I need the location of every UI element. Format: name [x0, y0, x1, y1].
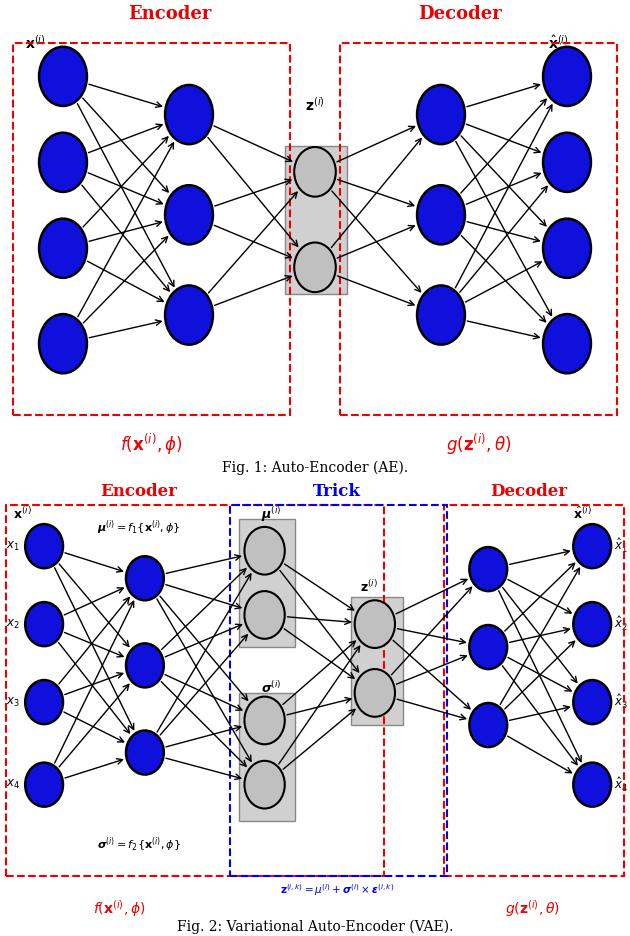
Text: $g(\mathbf{z}^{(i)},\theta)$: $g(\mathbf{z}^{(i)},\theta)$	[505, 898, 560, 919]
Text: $x_1$: $x_1$	[6, 540, 20, 552]
Ellipse shape	[573, 602, 611, 646]
Text: $\mathbf{z}^{(i)}$: $\mathbf{z}^{(i)}$	[305, 96, 325, 114]
Ellipse shape	[355, 669, 395, 717]
Text: Encoder: Encoder	[129, 6, 212, 23]
Bar	[285, 146, 346, 294]
Ellipse shape	[469, 625, 507, 669]
Text: Fig. 1: Auto-Encoder (AE).: Fig. 1: Auto-Encoder (AE).	[222, 461, 408, 475]
Bar	[351, 596, 403, 725]
Ellipse shape	[417, 185, 465, 244]
Text: $\hat{\mathbf{x}}^{(i)}$: $\hat{\mathbf{x}}^{(i)}$	[548, 34, 569, 51]
Ellipse shape	[244, 527, 285, 575]
Ellipse shape	[244, 592, 285, 638]
Ellipse shape	[25, 524, 63, 568]
Text: $\hat{x}_2$: $\hat{x}_2$	[614, 615, 628, 633]
Bar	[444, 505, 624, 876]
Ellipse shape	[469, 703, 507, 747]
Bar	[6, 505, 384, 876]
Ellipse shape	[39, 314, 87, 373]
Text: Trick: Trick	[313, 483, 361, 500]
Ellipse shape	[244, 761, 285, 809]
Ellipse shape	[126, 730, 164, 775]
Text: Decoder: Decoder	[491, 483, 568, 500]
Ellipse shape	[126, 556, 164, 600]
Text: $\boldsymbol{\mu}^{(i)} = f_1\{\mathbf{x}^{(i)},\phi\}$: $\boldsymbol{\mu}^{(i)} = f_1\{\mathbf{x…	[97, 519, 180, 537]
Text: $x_3$: $x_3$	[6, 695, 20, 709]
Ellipse shape	[39, 133, 87, 192]
Text: $\hat{x}_1$: $\hat{x}_1$	[614, 537, 628, 555]
Bar	[230, 505, 447, 876]
Text: $\mathbf{z}^{(i)}$: $\mathbf{z}^{(i)}$	[360, 579, 377, 595]
Ellipse shape	[543, 47, 591, 106]
Ellipse shape	[543, 219, 591, 278]
Ellipse shape	[294, 147, 336, 197]
Text: $\boldsymbol{\sigma}^{(i)} = f_2\{\mathbf{x}^{(i)},\phi\}$: $\boldsymbol{\sigma}^{(i)} = f_2\{\mathb…	[96, 835, 181, 854]
Ellipse shape	[417, 85, 465, 144]
Text: $\hat{\mathbf{x}}^{(i)}$: $\hat{\mathbf{x}}^{(i)}$	[573, 506, 592, 522]
Text: $f(\mathbf{x}^{(i)},\phi)$: $f(\mathbf{x}^{(i)},\phi)$	[93, 898, 146, 919]
Ellipse shape	[25, 763, 63, 807]
Ellipse shape	[417, 285, 465, 344]
Ellipse shape	[294, 242, 336, 292]
Text: $\mathbf{x}^{(i)}$: $\mathbf{x}^{(i)}$	[25, 34, 46, 51]
Ellipse shape	[543, 133, 591, 192]
Bar	[340, 43, 617, 416]
Bar	[13, 43, 290, 416]
Ellipse shape	[39, 47, 87, 106]
Text: Fig. 2: Variational Auto-Encoder (VAE).: Fig. 2: Variational Auto-Encoder (VAE).	[177, 920, 453, 934]
Ellipse shape	[25, 680, 63, 724]
Text: $x_4$: $x_4$	[6, 778, 20, 791]
Ellipse shape	[165, 285, 213, 344]
Ellipse shape	[469, 547, 507, 592]
Ellipse shape	[573, 763, 611, 807]
Ellipse shape	[126, 643, 164, 687]
Text: Decoder: Decoder	[418, 6, 501, 23]
Text: Encoder: Encoder	[100, 483, 177, 500]
Text: $\boldsymbol{\mu}^{(i)}$: $\boldsymbol{\mu}^{(i)}$	[261, 505, 281, 523]
Ellipse shape	[573, 680, 611, 724]
Text: $\hat{x}_3$: $\hat{x}_3$	[614, 693, 628, 711]
Text: $\mathbf{z}^{(i,k)} = \mu^{(i)} + \boldsymbol{\sigma}^{(i)} \times \boldsymbol{\: $\mathbf{z}^{(i,k)} = \mu^{(i)} + \bolds…	[280, 883, 394, 898]
Text: $\mathbf{x}^{(i)}$: $\mathbf{x}^{(i)}$	[13, 506, 32, 522]
Ellipse shape	[39, 219, 87, 278]
Ellipse shape	[244, 696, 285, 744]
Bar	[239, 693, 295, 822]
Ellipse shape	[355, 600, 395, 648]
Ellipse shape	[165, 85, 213, 144]
Ellipse shape	[25, 602, 63, 646]
Bar	[239, 519, 295, 647]
Text: $f(\mathbf{x}^{(i)},\phi)$: $f(\mathbf{x}^{(i)},\phi)$	[120, 431, 183, 457]
Ellipse shape	[573, 524, 611, 568]
Text: $\boldsymbol{\sigma}^{(i)}$: $\boldsymbol{\sigma}^{(i)}$	[261, 680, 281, 696]
Text: $\hat{x}_4$: $\hat{x}_4$	[614, 776, 628, 794]
Text: $x_2$: $x_2$	[6, 618, 20, 631]
Text: $g(\mathbf{z}^{(i)},\theta)$: $g(\mathbf{z}^{(i)},\theta)$	[446, 431, 512, 457]
Ellipse shape	[165, 185, 213, 244]
Ellipse shape	[543, 314, 591, 373]
